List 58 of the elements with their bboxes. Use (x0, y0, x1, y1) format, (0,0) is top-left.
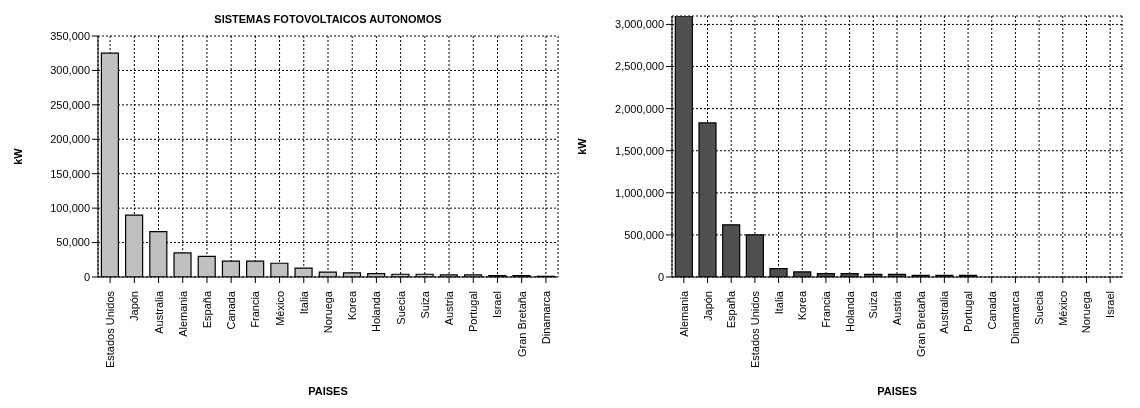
x-tick-label: Dinamarca (539, 290, 552, 345)
x-tick-label: Alemania (677, 290, 690, 337)
y-tick-label: 200,000 (50, 133, 90, 146)
y-tick-label: 250,000 (50, 98, 90, 111)
x-tick-label: Portugal (467, 291, 480, 332)
x-tick-label: Estados Unidos (748, 290, 761, 369)
x-tick-label: Israel (1104, 291, 1117, 318)
y-axis-title: kW (575, 137, 588, 155)
y-tick-label: 1,000,000 (615, 186, 664, 199)
y-tick-label: 0 (83, 270, 90, 283)
x-tick-label: Holanda (370, 290, 383, 332)
x-tick-label: Japón (701, 291, 714, 321)
x-tick-label: Israel (491, 291, 504, 318)
x-tick-label: Austria (443, 290, 456, 326)
y-tick-label: 150,000 (50, 167, 90, 180)
y-tick-label: 3,000,000 (615, 18, 664, 31)
y-tick-label: 0 (657, 270, 664, 283)
x-tick-label: Austria (891, 290, 903, 326)
x-tick-label: Suecia (1033, 290, 1046, 325)
x-tick-label: España (725, 290, 738, 329)
y-tick-label: 1,500,000 (615, 144, 664, 157)
x-tick-label: Italia (297, 290, 310, 315)
x-axis-title: PAISES (308, 385, 348, 397)
x-tick-label: Suiza (867, 290, 880, 319)
x-tick-label: Gran Bretaña (914, 290, 927, 358)
x-tick-label: Noruega (1080, 290, 1093, 334)
x-tick-label: Suiza (418, 290, 431, 319)
chart-title: SISTEMAS FOTOVOLTAICOS AUTONOMOS (213, 12, 443, 27)
y-tick-label: 100,000 (50, 202, 90, 215)
x-tick-label: España (200, 290, 213, 329)
y-tick-label: 2,000,000 (615, 102, 664, 115)
x-tick-label: Australia (938, 290, 951, 334)
x-tick-label: Canada (985, 290, 998, 330)
x-tick-label: Italia (772, 290, 785, 315)
x-tick-label: Australia (152, 290, 165, 334)
x-tick-label: México (1056, 291, 1069, 326)
x-tick-label: Canada (225, 290, 238, 330)
x-tick-label: Dinamarca (1009, 290, 1022, 345)
x-tick-label: Gran Bretaña (515, 290, 528, 358)
y-tick-label: 2,500,000 (615, 60, 664, 73)
x-tick-label: Alemania (176, 290, 189, 337)
x-axis-title: PAISES (877, 385, 917, 397)
x-tick-label: Suecia (394, 290, 407, 325)
x-tick-label: Korea (796, 290, 809, 321)
x-tick-label: Holanda (843, 290, 856, 332)
x-tick-label: México (273, 291, 286, 326)
x-tick-label: Francia (819, 290, 832, 328)
y-tick-label: 350,000 (50, 29, 90, 42)
x-tick-label: Portugal (962, 291, 975, 332)
x-tick-label: Noruega (322, 290, 334, 334)
y-axis-title: kW (11, 147, 24, 165)
y-tick-label: 500,000 (624, 228, 664, 241)
y-tick-label: 300,000 (50, 64, 90, 77)
x-tick-label: Japón (128, 291, 141, 321)
x-tick-label: Francia (249, 290, 262, 328)
x-tick-label: Korea (346, 290, 359, 321)
y-tick-label: 50,000 (56, 236, 90, 249)
x-tick-label: Estados Unidos (104, 290, 117, 369)
